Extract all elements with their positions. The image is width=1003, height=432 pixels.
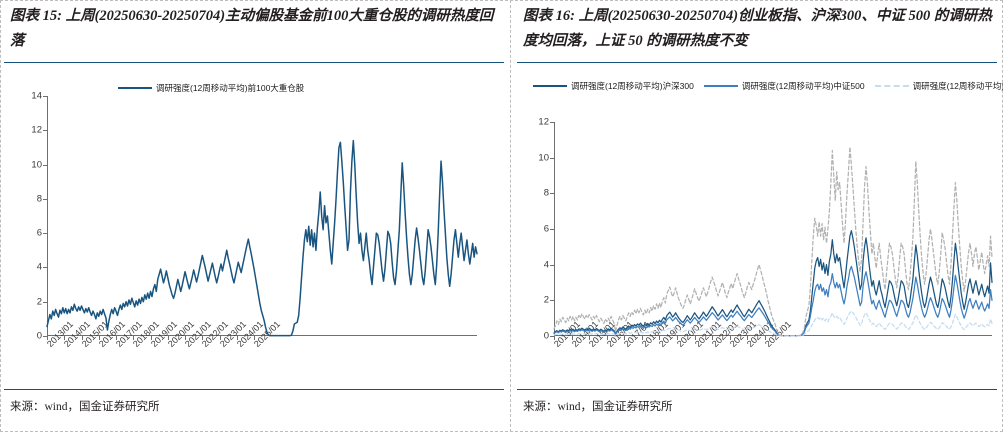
y-axis-tick-mark (43, 130, 47, 132)
y-axis-tick-label: 10 (31, 159, 42, 171)
y-axis-tick-label: 8 (543, 187, 549, 199)
y-axis-tick-label: 0 (543, 330, 549, 342)
y-axis-tick-label: 6 (543, 223, 549, 235)
x-axis-tick-mark (554, 336, 555, 340)
y-axis-tick-label: 12 (538, 116, 549, 128)
x-axis-tick-mark (116, 336, 118, 340)
y-axis-tick-label: 4 (36, 261, 42, 273)
y-axis-tick-mark (550, 122, 554, 123)
series-canvas (553, 146, 993, 337)
legend-swatch-icon (703, 84, 738, 87)
series-line (553, 310, 993, 337)
x-axis-tick-mark (150, 336, 152, 340)
panel-figure-16: 图表 16: 上周(20250630-20250704)创业板指、沪深300、中… (511, 0, 1003, 432)
y-axis-tick-label: 0 (36, 330, 42, 342)
y-axis-tick-mark (550, 264, 554, 266)
series-canvas (46, 139, 478, 337)
x-axis-tick-mark (47, 336, 48, 340)
y-axis-tick-label: 2 (36, 296, 42, 308)
chart-legend: 调研强度(12周移动平均)沪深300 调研强度(12周移动平均)中证500 调研强度… (533, 78, 1003, 92)
legend-label: 调研强度(12周移动平均)中证500 (741, 80, 865, 91)
page-left-guide (0, 0, 1, 432)
figure-16-source: 来源：wind，国金证券研究所 (523, 401, 673, 413)
y-axis-tick-mark (550, 336, 554, 337)
plot-area: 0 2 4 6 8 10 12 2013/01 2014/01 2015/01 2016/01 201… (538, 117, 993, 349)
legend-swatch-icon (874, 84, 909, 87)
y-axis-tick-label: 6 (36, 227, 42, 239)
legend-item: 调研强度(12周移动平均)中证500 (703, 80, 865, 91)
y-axis-tick-mark (43, 198, 47, 200)
y-axis-tick-mark (43, 301, 47, 303)
x-axis-tick-mark (764, 336, 766, 340)
y-axis-tick-label: 10 (538, 152, 549, 164)
y-axis-tick-mark (550, 229, 554, 230)
figure-16-chart: 调研强度(12周移动平均)沪深300 调研强度(12周移动平均)中证500 调研强度… (511, 66, 1003, 386)
y-axis-tick-mark (43, 96, 47, 97)
panel-figure-15: 图表 15: 上周(20250630-20250704)主动偏股基金前100大重… (0, 8, 510, 413)
x-axis-tick-mark (64, 336, 66, 340)
panel-divider (510, 0, 511, 432)
x-axis-tick-mark (254, 336, 256, 340)
figure-16-bottom-rule (517, 389, 997, 390)
series-line (46, 139, 478, 337)
legend-swatch-icon (118, 86, 152, 89)
figure-16-top-rule (517, 62, 997, 63)
y-axis-tick-mark (550, 300, 554, 302)
figure-15-top-rule (4, 62, 504, 63)
y-axis-tick-mark (43, 164, 47, 166)
x-axis-tick-mark (236, 336, 238, 340)
x-axis-line (47, 335, 477, 336)
x-axis-line (554, 335, 992, 336)
x-axis-tick-mark (589, 336, 591, 340)
page-top-guide (0, 0, 1003, 1)
y-axis-tick-mark (43, 336, 47, 337)
x-axis-tick-mark (659, 336, 661, 340)
y-axis-tick-label: 2 (543, 294, 549, 306)
x-axis-tick-mark (98, 336, 100, 340)
x-axis-tick-mark (571, 336, 573, 340)
y-axis-line (47, 96, 48, 336)
legend-swatch-icon (533, 84, 567, 87)
x-axis-tick-mark (747, 336, 749, 340)
figure-15-source: 来源：wind，国金证券研究所 (10, 401, 160, 413)
figure-15-title: 图表 15: 上周(20250630-20250704)主动偏股基金前100大重… (10, 8, 494, 49)
legend-item: 调研强度(12周移动平均)前100大重仓股 (118, 83, 304, 93)
x-axis-tick-mark (167, 336, 169, 340)
x-axis-tick-mark (133, 336, 135, 340)
x-axis-tick-mark (712, 336, 714, 340)
figure-16-title: 图表 16: 上周(20250630-20250704)创业板指、沪深300、中… (523, 8, 992, 49)
figure-15-bottom-rule (4, 389, 504, 390)
figure-15-chart: 调研强度(12周移动平均)前100大重仓股 0 2 4 6 8 10 12 14 2013/01 2… (0, 66, 510, 386)
x-axis-tick-mark (694, 336, 696, 340)
series-line (553, 265, 993, 337)
y-axis-line (554, 122, 555, 336)
x-axis-tick-mark (606, 336, 608, 340)
y-axis-tick-mark (43, 233, 47, 235)
y-axis-tick-label: 12 (31, 124, 42, 136)
x-axis-tick-mark (185, 336, 187, 340)
legend-item: 调研强度(12周移动平均)沪深300 (533, 81, 694, 91)
y-axis-tick-mark (550, 193, 554, 195)
x-axis-tick-mark (677, 336, 679, 340)
y-axis-tick-mark (550, 157, 554, 159)
y-axis-tick-label: 4 (543, 259, 549, 271)
series-line (553, 230, 993, 337)
x-axis-tick-mark (641, 336, 643, 340)
plot-area: 0 2 4 6 8 10 12 14 2013/01 2014/01 2015/01 2016/01 2… (31, 91, 478, 349)
y-axis-tick-label: 14 (31, 90, 42, 102)
series-line (553, 146, 993, 337)
y-axis-tick-label: 8 (36, 193, 42, 205)
x-axis-tick-mark (624, 336, 626, 340)
y-axis-tick-mark (43, 267, 47, 269)
legend-label: 调研强度(12周移动平均)前100大重仓股 (156, 82, 305, 93)
x-axis-tick-mark (729, 336, 731, 340)
legend-label: 调研强度(12周移动平均)沪深300 (571, 80, 694, 91)
chart-legend: 调研强度(12周移动平均)前100大重仓股 (118, 80, 448, 94)
x-axis-tick-mark (81, 336, 83, 340)
x-axis-tick-mark (219, 336, 221, 340)
x-axis-tick-mark (202, 336, 204, 340)
